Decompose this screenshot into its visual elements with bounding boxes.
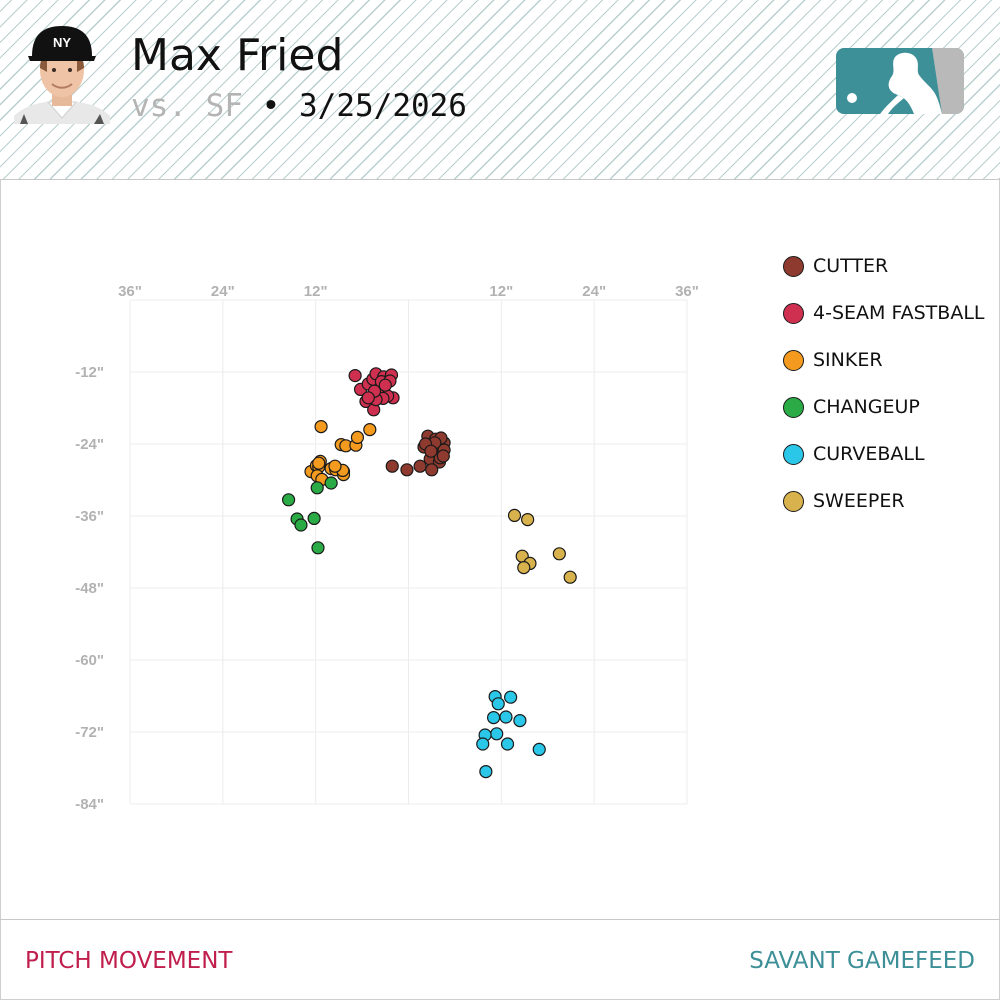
pitch-point-changeup xyxy=(311,541,325,555)
legend-item-4-seam-fastball: 4-SEAM FASTBALL xyxy=(783,302,985,349)
legend-swatch xyxy=(783,256,804,277)
pitch-point-cutter xyxy=(400,463,414,477)
footer-title: PITCH MOVEMENT xyxy=(25,948,233,974)
legend-swatch xyxy=(783,303,804,324)
svg-text:NY: NY xyxy=(53,35,71,50)
y-tick-label: -48" xyxy=(75,580,104,597)
pitch-point-curveball xyxy=(499,710,513,724)
pitch-point-sinker xyxy=(312,456,326,470)
y-tick-label: -24" xyxy=(75,436,104,453)
pitch-point-4-seam-fastball xyxy=(361,391,375,405)
pitch-point-changeup xyxy=(307,511,321,525)
player-name: Max Fried xyxy=(131,30,344,81)
pitch-point-changeup xyxy=(281,493,296,507)
pitch-point-4-seam-fastball xyxy=(348,369,362,383)
pitch-point-changeup xyxy=(324,476,338,490)
opponent-label: vs. SF xyxy=(131,88,243,124)
legend-swatch xyxy=(783,397,804,418)
pitch-point-cutter xyxy=(424,444,438,458)
pitch-point-sinker xyxy=(328,459,342,473)
pitch-movement-chart: 36" 24" 12" 12" 24" 36" -12" -24" -36" -48" -60" -7… xyxy=(75,283,699,813)
legend-item-sweeper: SWEEPER xyxy=(783,490,985,537)
pitch-point-curveball xyxy=(500,737,515,751)
pitch-point-changeup xyxy=(294,518,308,532)
y-tick-label: -72" xyxy=(75,724,104,741)
data-points xyxy=(281,367,577,779)
legend-label: 4-SEAM FASTBALL xyxy=(813,302,985,324)
legend-swatch xyxy=(783,491,804,512)
separator: • xyxy=(261,88,281,124)
y-tick-label: -84" xyxy=(75,796,104,813)
pitch-point-changeup xyxy=(310,481,324,495)
pitch-point-cutter xyxy=(413,459,427,473)
game-subtitle: vs. SF • 3/25/2026 xyxy=(131,88,467,124)
legend: CUTTER 4-SEAM FASTBALL SINKER CHANGEUP CURVE… xyxy=(783,255,985,537)
pitch-point-curveball xyxy=(504,690,518,704)
legend-item-cutter: CUTTER xyxy=(783,255,985,302)
x-tick-label: 36" xyxy=(118,283,142,300)
legend-label: CHANGEUP xyxy=(813,396,920,418)
legend-item-curveball: CURVEBALL xyxy=(783,443,985,490)
pitch-point-cutter xyxy=(436,449,450,463)
x-tick-label: 12" xyxy=(304,283,328,300)
y-tick-label: -36" xyxy=(75,508,104,525)
y-tick-label: -60" xyxy=(75,652,104,669)
legend-item-changeup: CHANGEUP xyxy=(783,396,985,443)
tick-labels: 36" 24" 12" 12" 24" 36" -12" -24" -36" -48" -60" -7… xyxy=(75,283,699,813)
legend-label: CURVEBALL xyxy=(813,443,925,465)
pitch-point-sweeper xyxy=(521,513,535,527)
x-tick-label: 24" xyxy=(582,283,606,300)
x-tick-label: 36" xyxy=(675,283,699,300)
legend-item-sinker: SINKER xyxy=(783,349,985,396)
pitch-point-curveball xyxy=(479,764,493,779)
pitch-point-curveball xyxy=(486,710,501,725)
pitch-point-sinker xyxy=(363,423,377,437)
y-tick-label: -12" xyxy=(75,364,104,381)
pitch-point-4-seam-fastball xyxy=(378,378,392,392)
pitch-point-sweeper xyxy=(552,547,566,561)
pitch-point-sweeper xyxy=(563,570,577,584)
legend-label: CUTTER xyxy=(813,255,889,277)
pitch-point-sinker xyxy=(314,420,328,434)
pitch-point-curveball xyxy=(476,737,490,751)
x-tick-label: 12" xyxy=(489,283,513,300)
pitch-point-curveball xyxy=(513,713,527,728)
pitch-point-curveball xyxy=(490,727,504,741)
legend-label: SINKER xyxy=(813,349,883,371)
legend-label: SWEEPER xyxy=(813,490,905,512)
x-tick-label: 24" xyxy=(211,283,235,300)
pitch-point-curveball xyxy=(491,697,505,711)
pitch-point-cutter xyxy=(385,459,399,473)
header: NY Max Fried vs. SF • 3/25/2026 xyxy=(0,0,1000,180)
grid xyxy=(129,299,688,805)
pitch-point-sinker xyxy=(350,430,365,444)
player-headshot-icon: NY xyxy=(14,22,110,124)
mlb-logo-icon xyxy=(836,48,964,114)
pitch-point-sweeper xyxy=(517,561,531,575)
footer-brand: SAVANT GAMEFEED xyxy=(749,948,975,974)
pitch-point-curveball xyxy=(532,742,546,757)
legend-swatch xyxy=(783,350,804,371)
pitch-point-cutter xyxy=(425,463,439,477)
legend-swatch xyxy=(783,444,804,465)
footer: PITCH MOVEMENT SAVANT GAMEFEED xyxy=(0,919,1000,1000)
pitch-point-sweeper xyxy=(507,508,522,522)
plot-area: 36" 24" 12" 12" 24" 36" -12" -24" -36" -48" -60" -7… xyxy=(0,181,1000,919)
game-date: 3/25/2026 xyxy=(299,88,467,124)
